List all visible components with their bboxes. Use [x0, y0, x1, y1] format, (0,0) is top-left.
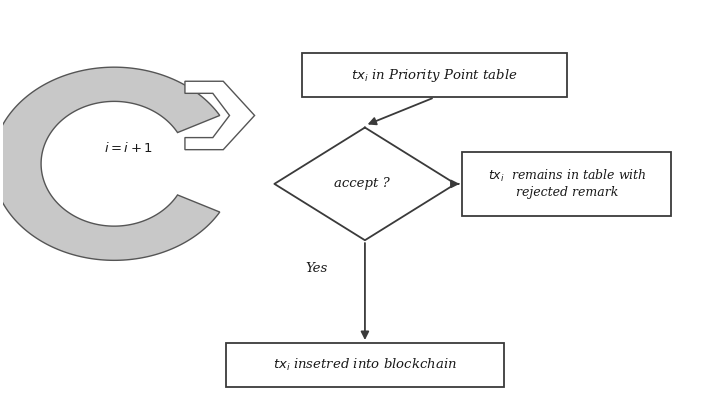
FancyBboxPatch shape — [303, 53, 567, 98]
Polygon shape — [274, 128, 456, 240]
FancyBboxPatch shape — [225, 343, 504, 387]
Text: Yes: Yes — [305, 262, 327, 275]
FancyBboxPatch shape — [463, 152, 671, 216]
Polygon shape — [0, 67, 220, 260]
Text: No: No — [466, 159, 486, 172]
Text: accept ?: accept ? — [333, 177, 390, 191]
Text: $tx_i$  remains in table with
rejected remark: $tx_i$ remains in table with rejected re… — [488, 169, 647, 200]
Text: $i = i+1$: $i = i+1$ — [104, 141, 153, 155]
Text: $tx_i$ insetred into blockchain: $tx_i$ insetred into blockchain — [273, 357, 457, 373]
Text: $tx_i$ in Priority Point table: $tx_i$ in Priority Point table — [351, 67, 518, 84]
Polygon shape — [185, 81, 255, 150]
